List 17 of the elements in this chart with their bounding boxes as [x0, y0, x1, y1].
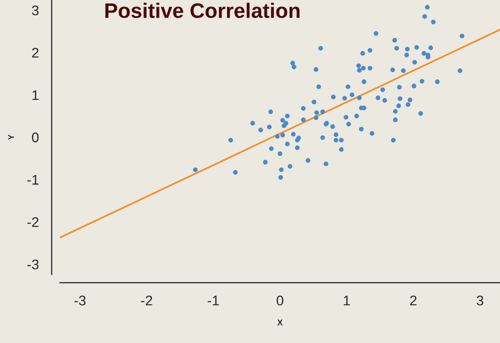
x-tick-label: -3: [74, 296, 86, 306]
y-tick-label: -3: [27, 260, 39, 270]
x-axis-title: X: [277, 320, 283, 326]
x-tick-label: 3: [476, 296, 484, 306]
y-tick-label: -1: [27, 175, 38, 185]
y-tick-label: 2: [32, 48, 38, 58]
y-axis-title: Y: [8, 134, 14, 140]
y-tick-label: 3: [32, 5, 39, 16]
y-tick-label: -2: [27, 217, 38, 227]
x-tick-label: 1: [344, 296, 350, 306]
y-tick-label: 1: [32, 90, 38, 100]
chart-title: Positive Correlation: [105, 2, 300, 18]
x-tick-label: -1: [208, 296, 219, 306]
y-tick-label: 0: [32, 132, 39, 142]
x-tick-label: 0: [276, 296, 284, 306]
x-tick-label: 2: [410, 296, 416, 306]
x-tick-label: -2: [141, 296, 152, 306]
